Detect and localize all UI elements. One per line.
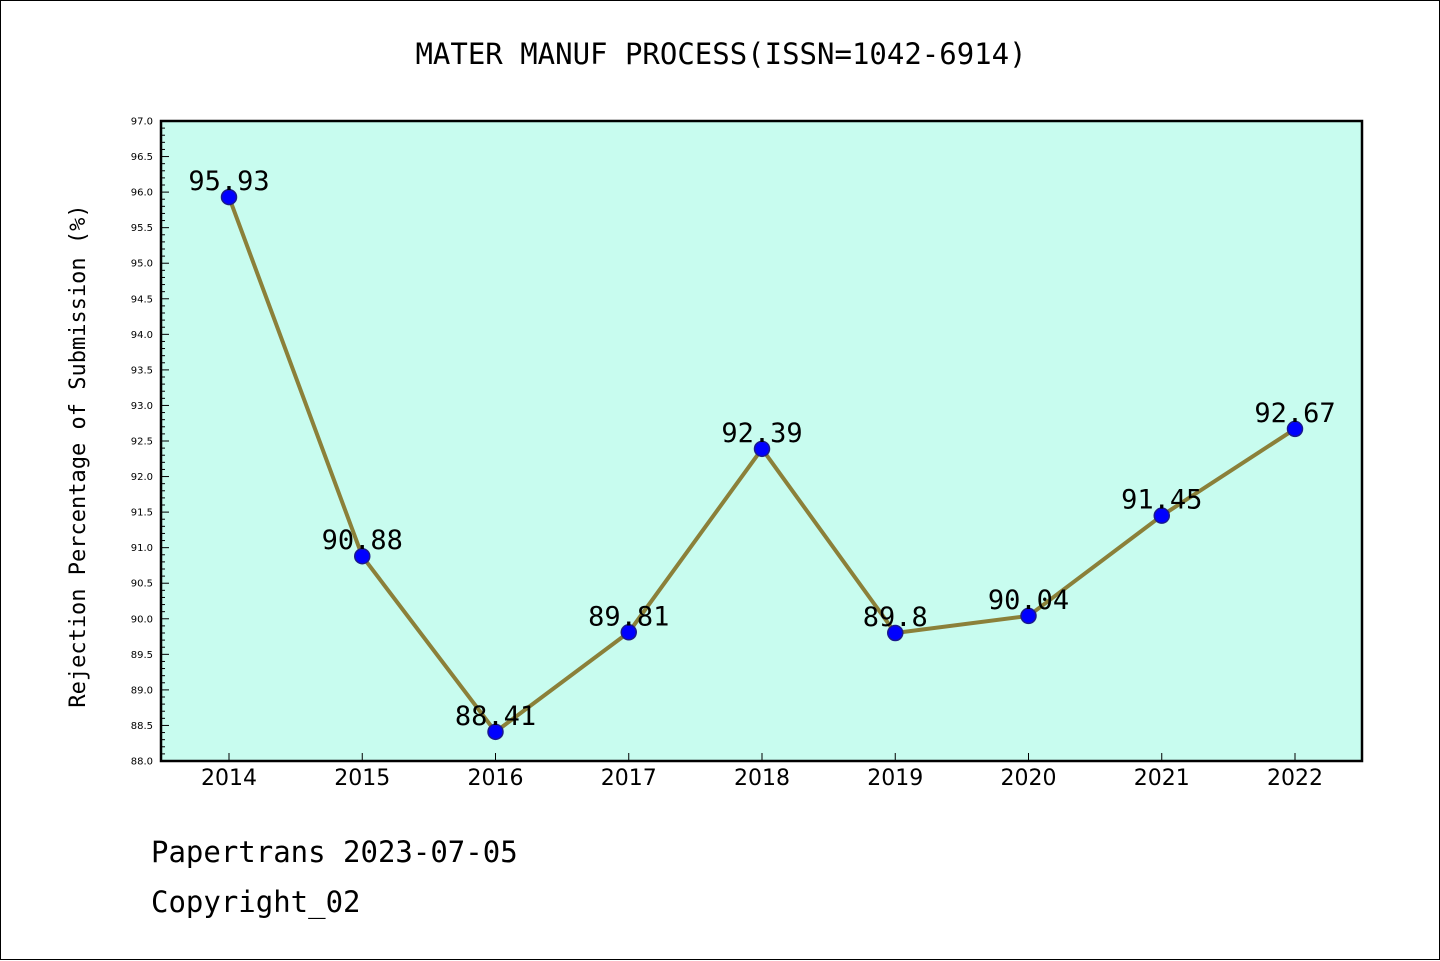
y-tick-label: 92.5: [131, 437, 153, 448]
x-tick-label: 2014: [201, 766, 257, 791]
data-label: 90.88: [322, 525, 403, 556]
y-tick-label: 97.0: [131, 117, 153, 128]
y-tick-label: 96.5: [131, 152, 153, 163]
y-tick-label: 88.0: [131, 757, 153, 768]
x-tick-label: 2018: [734, 766, 790, 791]
x-tick-label: 2015: [334, 766, 390, 791]
data-point: [1020, 607, 1037, 625]
y-tick-label: 95.0: [131, 259, 153, 270]
y-tick-label: 90.0: [131, 614, 153, 625]
y-tick-label: 89.5: [131, 650, 153, 661]
y-tick-label: 96.0: [131, 188, 153, 199]
y-tick-label: 90.5: [131, 579, 153, 590]
x-tick-label: 2016: [468, 766, 524, 791]
data-label: 89.8: [863, 602, 928, 633]
data-point: [487, 723, 504, 741]
x-tick-label: 2017: [601, 766, 657, 791]
data-label: 90.04: [988, 585, 1069, 616]
x-tick-label: 2022: [1267, 766, 1323, 791]
data-label: 91.45: [1121, 485, 1202, 516]
y-tick-label: 94.5: [131, 294, 153, 305]
y-tick-label: 95.5: [131, 223, 153, 234]
plot-border: [159, 119, 1364, 763]
data-point: [1153, 507, 1170, 524]
data-label: 88.41: [455, 701, 536, 732]
y-tick-label: 91.0: [131, 543, 153, 554]
footer-copyright: Copyright_02: [151, 885, 361, 919]
y-axis-label: Rejection Percentage of Submission (%): [66, 204, 91, 707]
y-tick-label: 93.5: [131, 365, 153, 376]
y-tick-label: 93.0: [131, 401, 153, 412]
data-point: [620, 624, 637, 641]
data-label: 92.67: [1254, 398, 1335, 429]
y-tick-label: 89.0: [131, 685, 153, 696]
y-tick-label: 94.0: [131, 330, 153, 341]
x-tick-label: 2020: [1001, 766, 1057, 791]
chart-title: MATER MANUF PROCESS(ISSN=1042-6914): [415, 37, 1027, 71]
data-label: 89.81: [588, 601, 669, 632]
data-label: 95.93: [188, 166, 269, 197]
data-point: [354, 547, 371, 565]
data-point: [887, 624, 904, 642]
data-point: [753, 440, 771, 458]
x-tick-label: 2021: [1134, 766, 1190, 791]
data-point: [1286, 420, 1304, 438]
data-label: 92.39: [721, 418, 802, 449]
y-tick-label: 92.0: [131, 472, 153, 483]
y-tick-label: 91.5: [131, 508, 153, 519]
x-tick-label: 2019: [867, 766, 923, 791]
data-point: [220, 188, 238, 206]
y-tick-label: 88.5: [131, 721, 153, 732]
footer-date-line: Papertrans 2023-07-05: [151, 835, 518, 869]
